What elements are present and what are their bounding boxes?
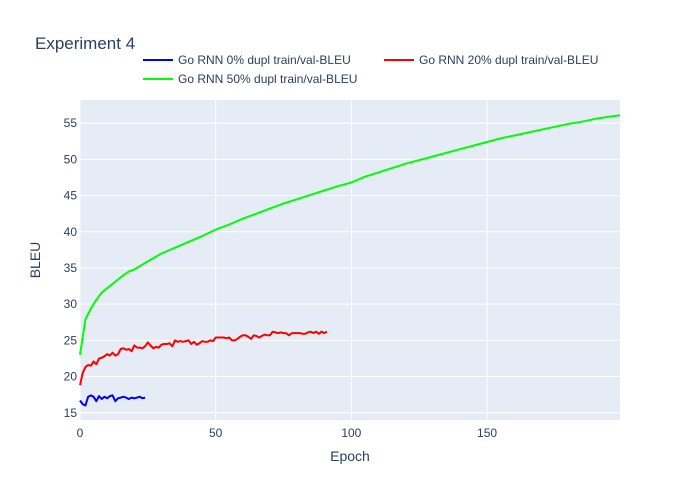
legend-item-0[interactable]: Go RNN 0% dupl train/val-BLEU bbox=[143, 53, 351, 67]
legend-label-2: Go RNN 50% dupl train/val-BLEU bbox=[178, 72, 358, 86]
x-tick-label: 50 bbox=[209, 426, 223, 440]
legend-item-2[interactable]: Go RNN 50% dupl train/val-BLEU bbox=[143, 72, 357, 86]
x-tick-label: 150 bbox=[477, 426, 497, 440]
y-tick-label: 45 bbox=[64, 189, 78, 203]
legend-label-1: Go RNN 20% dupl train/val-BLEU bbox=[419, 53, 599, 67]
legend-item-1[interactable]: Go RNN 20% dupl train/val-BLEU bbox=[384, 53, 598, 67]
legend-swatch-2 bbox=[143, 78, 173, 80]
y-tick-label: 15 bbox=[64, 406, 78, 420]
series-line-0 bbox=[79, 394, 146, 407]
series-lines bbox=[79, 114, 621, 407]
legend-swatch-0 bbox=[143, 59, 173, 61]
plot-area bbox=[80, 100, 620, 420]
y-tick-label: 40 bbox=[64, 225, 78, 239]
y-tick-label: 35 bbox=[64, 261, 78, 275]
legend-swatch-1 bbox=[384, 59, 414, 61]
y-tick-label: 55 bbox=[64, 116, 78, 130]
y-tick-label: 30 bbox=[64, 297, 78, 311]
x-tick-label: 100 bbox=[341, 426, 361, 440]
legend-label-0: Go RNN 0% dupl train/val-BLEU bbox=[178, 53, 351, 67]
y-tick-label: 50 bbox=[64, 152, 78, 166]
series-line-1 bbox=[79, 330, 328, 386]
series-line-2 bbox=[79, 114, 621, 355]
y-tick-label: 20 bbox=[64, 370, 78, 384]
y-tick-label: 25 bbox=[64, 333, 78, 347]
gridlines bbox=[79, 100, 620, 420]
y-axis-label: BLEU bbox=[27, 242, 43, 279]
tick-labels: 0 50 100 150 15 20 25 30 35 40 45 50 55 bbox=[64, 116, 498, 440]
x-tick-label: 0 bbox=[77, 426, 84, 440]
chart-title: Experiment 4 bbox=[35, 34, 136, 53]
x-axis-label: Epoch bbox=[330, 448, 370, 464]
